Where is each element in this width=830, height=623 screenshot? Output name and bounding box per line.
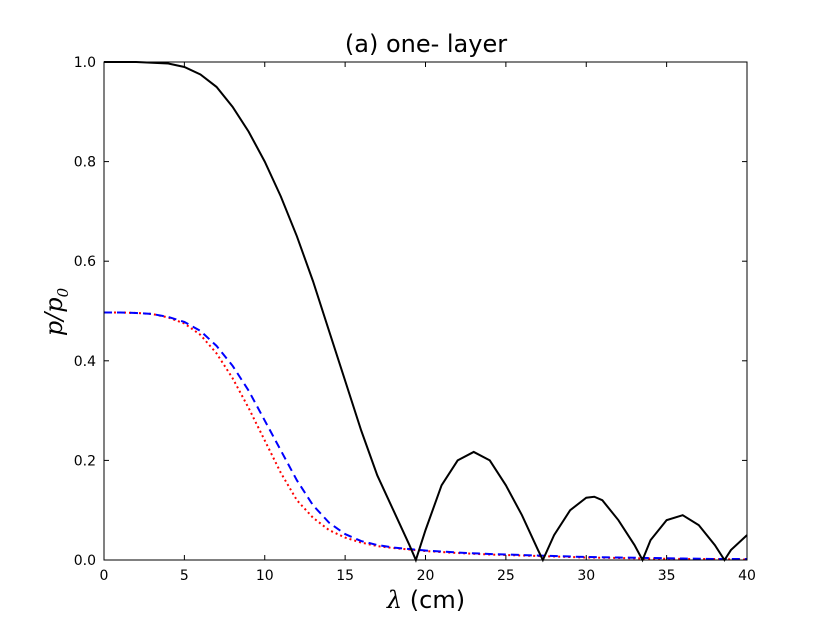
y-axis: 0.0 0.2 0.4 0.6 0.8 1.0 <box>74 55 747 569</box>
x-tick-label: 40 <box>738 568 756 584</box>
x-axis-label-unit: (cm) <box>402 586 465 614</box>
x-tick-label: 15 <box>336 568 354 584</box>
x-tick-label: 35 <box>658 568 676 584</box>
chart-title: (a) one- layer <box>345 30 507 58</box>
x-axis-label: λ (cm) <box>386 586 465 614</box>
x-tick-label: 10 <box>256 568 274 584</box>
x-tick-label: 30 <box>577 568 595 584</box>
series-line-2 <box>104 311 748 561</box>
series-line-1 <box>104 311 747 560</box>
x-tick-label: 0 <box>100 568 109 584</box>
y-axis-label: p/p0 <box>40 287 72 336</box>
x-tick-label: 25 <box>497 568 515 584</box>
plot-area <box>104 61 748 563</box>
y-axis-label-main: p/p <box>40 297 68 336</box>
y-tick-label: 0.0 <box>74 553 96 569</box>
x-tick-label: 20 <box>417 568 435 584</box>
x-axis: 0 5 10 15 20 25 30 35 40 <box>100 62 756 584</box>
x-tick-label: 5 <box>180 568 189 584</box>
x-axis-label-symbol: λ <box>386 586 402 614</box>
y-axis-label-subscript: 0 <box>54 287 72 297</box>
series-line-0 <box>104 61 748 563</box>
y-tick-label: 0.8 <box>74 155 96 171</box>
y-tick-label: 0.6 <box>74 254 96 270</box>
y-tick-label: 1.0 <box>74 55 96 71</box>
y-tick-label: 0.4 <box>74 354 96 370</box>
y-tick-label: 0.2 <box>74 453 96 469</box>
plot-frame <box>103 61 748 561</box>
